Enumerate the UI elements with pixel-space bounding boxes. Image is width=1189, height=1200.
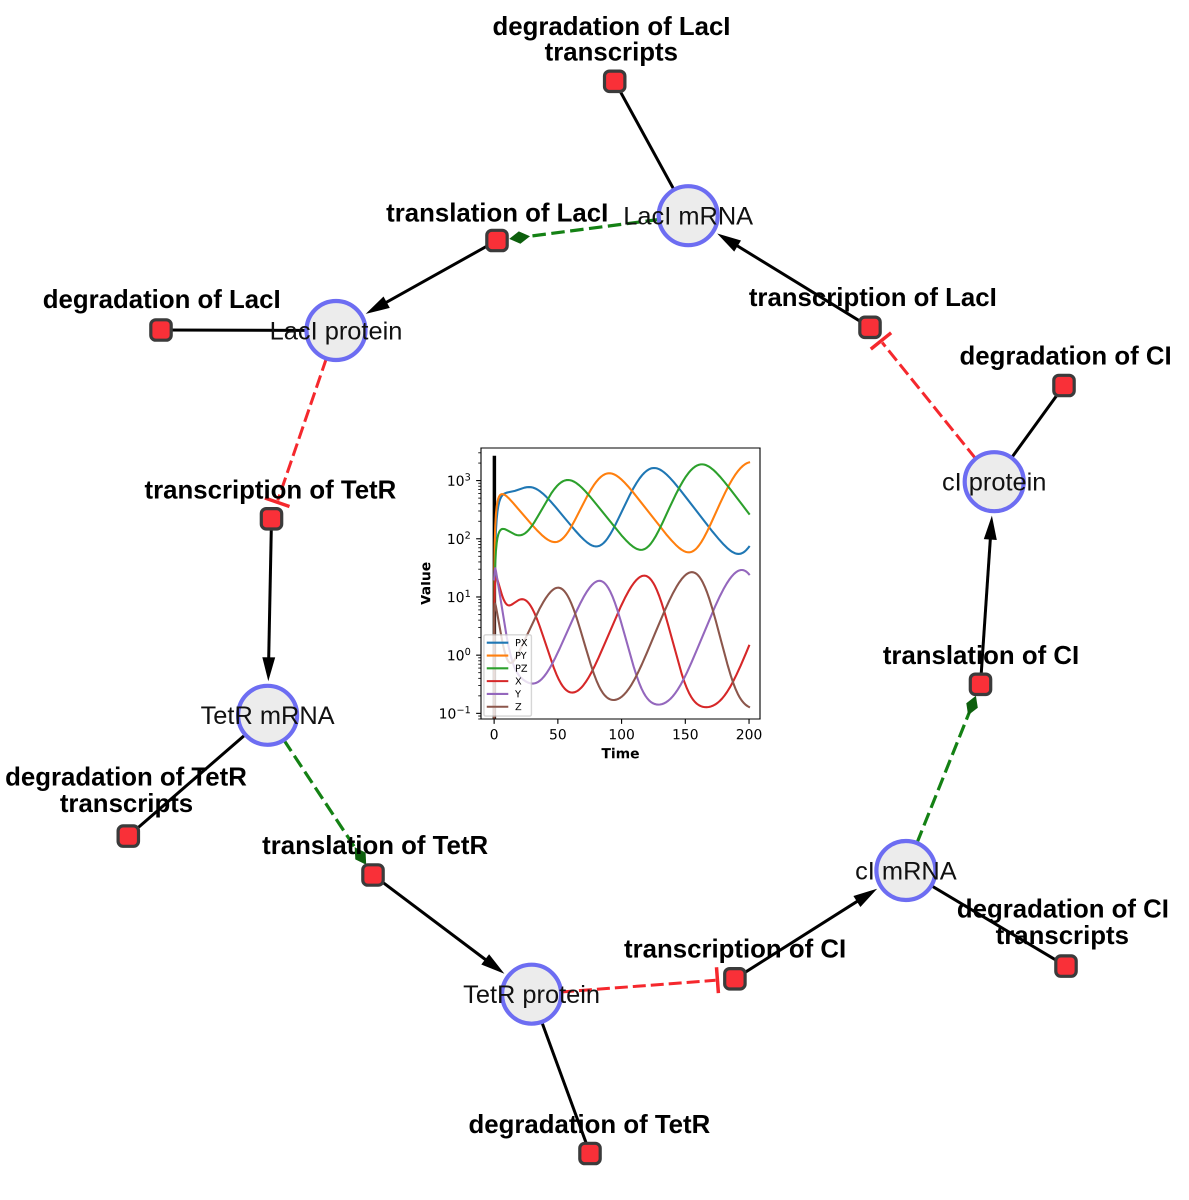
- svg-text:degradation of TetR: degradation of TetR: [469, 1111, 711, 1139]
- svg-text:transcription of TetR: transcription of TetR: [145, 477, 397, 505]
- svg-text:LacI protein: LacI protein: [270, 317, 403, 345]
- svg-text:degradation of TetR: degradation of TetR: [5, 764, 247, 792]
- svg-text:translation of TetR: translation of TetR: [262, 832, 488, 860]
- svg-text:cI protein: cI protein: [942, 469, 1046, 497]
- svg-text:translation of LacI: translation of LacI: [386, 200, 608, 228]
- svg-text:transcripts: transcripts: [60, 790, 193, 818]
- svg-text:transcription of CI: transcription of CI: [624, 936, 846, 964]
- svg-text:transcripts: transcripts: [545, 39, 678, 67]
- svg-text:cI mRNA: cI mRNA: [855, 857, 957, 885]
- svg-text:transcripts: transcripts: [996, 922, 1129, 950]
- svg-text:LacI mRNA: LacI mRNA: [623, 203, 753, 231]
- svg-text:degradation of LacI: degradation of LacI: [43, 286, 281, 314]
- svg-text:transcription of LacI: transcription of LacI: [749, 284, 997, 312]
- svg-text:degradation of LacI: degradation of LacI: [493, 13, 731, 41]
- svg-text:degradation of CI: degradation of CI: [957, 895, 1169, 923]
- svg-text:TetR mRNA: TetR mRNA: [201, 702, 335, 730]
- svg-text:degradation of CI: degradation of CI: [960, 343, 1172, 371]
- svg-text:TetR protein: TetR protein: [463, 981, 600, 1009]
- svg-text:translation of CI: translation of CI: [883, 642, 1079, 670]
